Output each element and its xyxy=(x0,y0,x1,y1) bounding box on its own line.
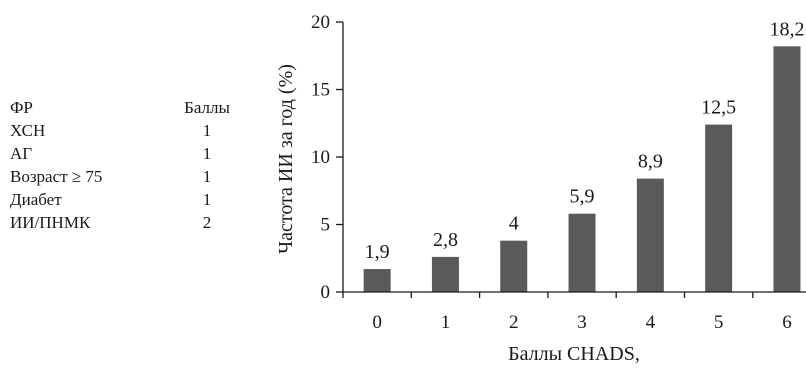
x-tick-label-0: 0 xyxy=(372,312,382,333)
points-header: Баллы xyxy=(184,98,230,117)
risk-factor-table: ФР Баллы ХСН 1 АГ 1 Возраст ≥ 75 1 Диабе… xyxy=(10,96,242,234)
bar-6 xyxy=(773,46,801,292)
factor-cell: Диабет xyxy=(10,190,62,209)
table-header-row: ФР Баллы xyxy=(10,96,242,119)
factor-cell: ИИ/ПНМК xyxy=(10,213,91,232)
data-label-0: 1,9 xyxy=(365,241,390,263)
points-cell: 2 xyxy=(202,213,212,232)
x-tick-label-2: 2 xyxy=(509,312,519,333)
data-label-6: 18,2 xyxy=(769,18,804,40)
factor-cell: АГ xyxy=(10,144,33,163)
bar-1 xyxy=(431,256,459,292)
y-tick-label: 20 xyxy=(311,12,330,33)
points-cell: 1 xyxy=(202,121,212,140)
x-tick-label-1: 1 xyxy=(441,312,451,333)
points-cell: 1 xyxy=(202,190,212,209)
y-tick-label: 5 xyxy=(321,215,331,236)
x-tick-label-3: 3 xyxy=(577,312,587,333)
x-axis: 0 1 2 3 4 5 6 xyxy=(342,291,806,333)
table-row: АГ 1 xyxy=(10,142,242,165)
table-row: ИИ/ПНМК 2 xyxy=(10,211,242,234)
y-axis: 0 5 10 15 20 xyxy=(311,12,344,303)
factor-cell: Возраст ≥ 75 xyxy=(10,167,103,186)
y-tick-label: 10 xyxy=(311,147,330,168)
data-label-4: 8,9 xyxy=(638,151,663,173)
bar-3 xyxy=(568,213,596,292)
x-tick-label-5: 5 xyxy=(714,312,724,333)
bar-2 xyxy=(500,240,528,292)
x-axis-label: Баллы CHADS, xyxy=(508,343,640,365)
y-tick-label: 15 xyxy=(311,80,330,101)
table-row: Возраст ≥ 75 1 xyxy=(10,165,242,188)
y-tick-label: 0 xyxy=(321,282,331,303)
bar-5 xyxy=(705,124,733,292)
table-row: Диабет 1 xyxy=(10,188,242,211)
points-cell: 1 xyxy=(202,144,212,163)
x-tick-label-4: 4 xyxy=(646,312,656,333)
factor-cell: ХСН xyxy=(10,121,46,140)
data-label-3: 5,9 xyxy=(570,186,595,208)
data-label-2: 4 xyxy=(509,213,519,235)
bar-4 xyxy=(636,178,664,292)
factor-header: ФР xyxy=(10,98,33,117)
bars-group xyxy=(363,46,801,292)
x-tick-label-6: 6 xyxy=(782,312,792,333)
data-label-5: 12,5 xyxy=(701,97,736,119)
data-label-1: 2,8 xyxy=(433,229,458,251)
bar-0 xyxy=(363,269,391,292)
table-row: ХСН 1 xyxy=(10,119,242,142)
y-axis-label: Частота ИИ за год (%) xyxy=(275,64,297,254)
points-cell: 1 xyxy=(202,167,212,186)
data-labels-group: 1,9 2,8 4 5,9 8,9 12,5 18,2 xyxy=(365,18,805,263)
